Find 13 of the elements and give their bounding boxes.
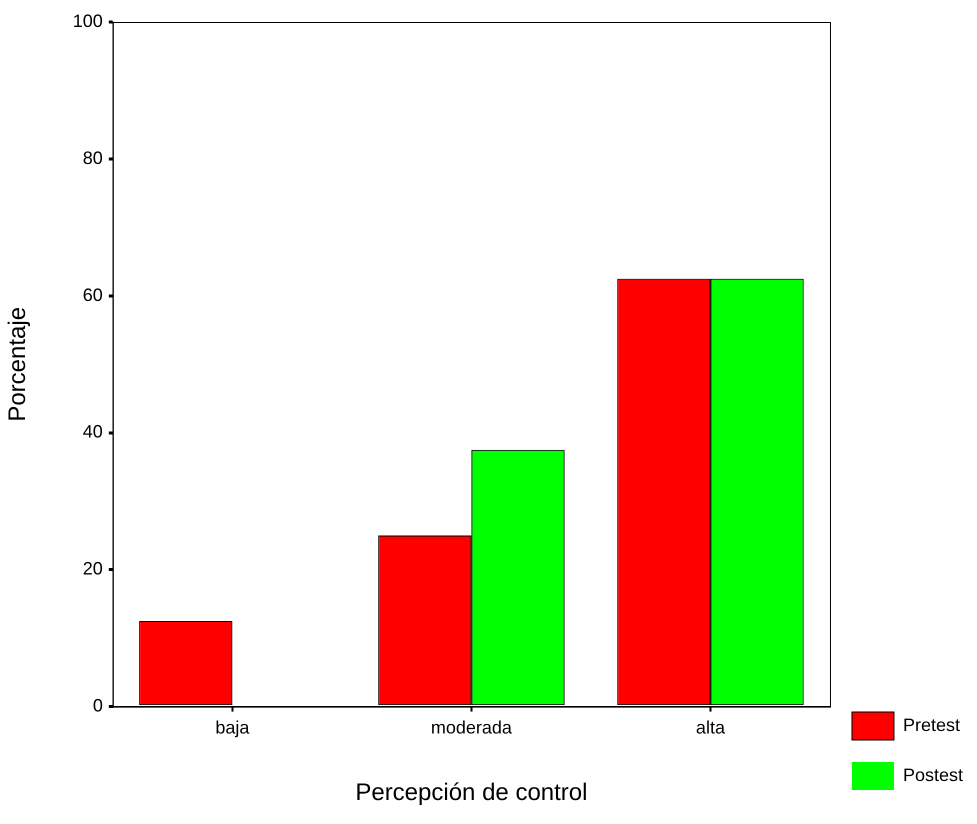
x-tick-label: moderada [430,717,513,738]
legend-label: Postest [902,764,963,785]
y-tick-label: 0 [92,696,103,716]
x-axis-title: Percepción de control [355,779,588,806]
y-tick-label: 40 [82,422,103,442]
x-tick-label: baja [215,717,250,738]
y-tick-label: 80 [82,148,103,168]
legend-label: Pretest [902,714,960,735]
y-axis-title: Porcentaje [4,306,32,422]
y-tick-label: 100 [72,10,103,31]
y-tick-label: 20 [82,558,103,579]
y-tick-label: 60 [82,284,103,305]
x-tick-label: alta [696,717,726,738]
